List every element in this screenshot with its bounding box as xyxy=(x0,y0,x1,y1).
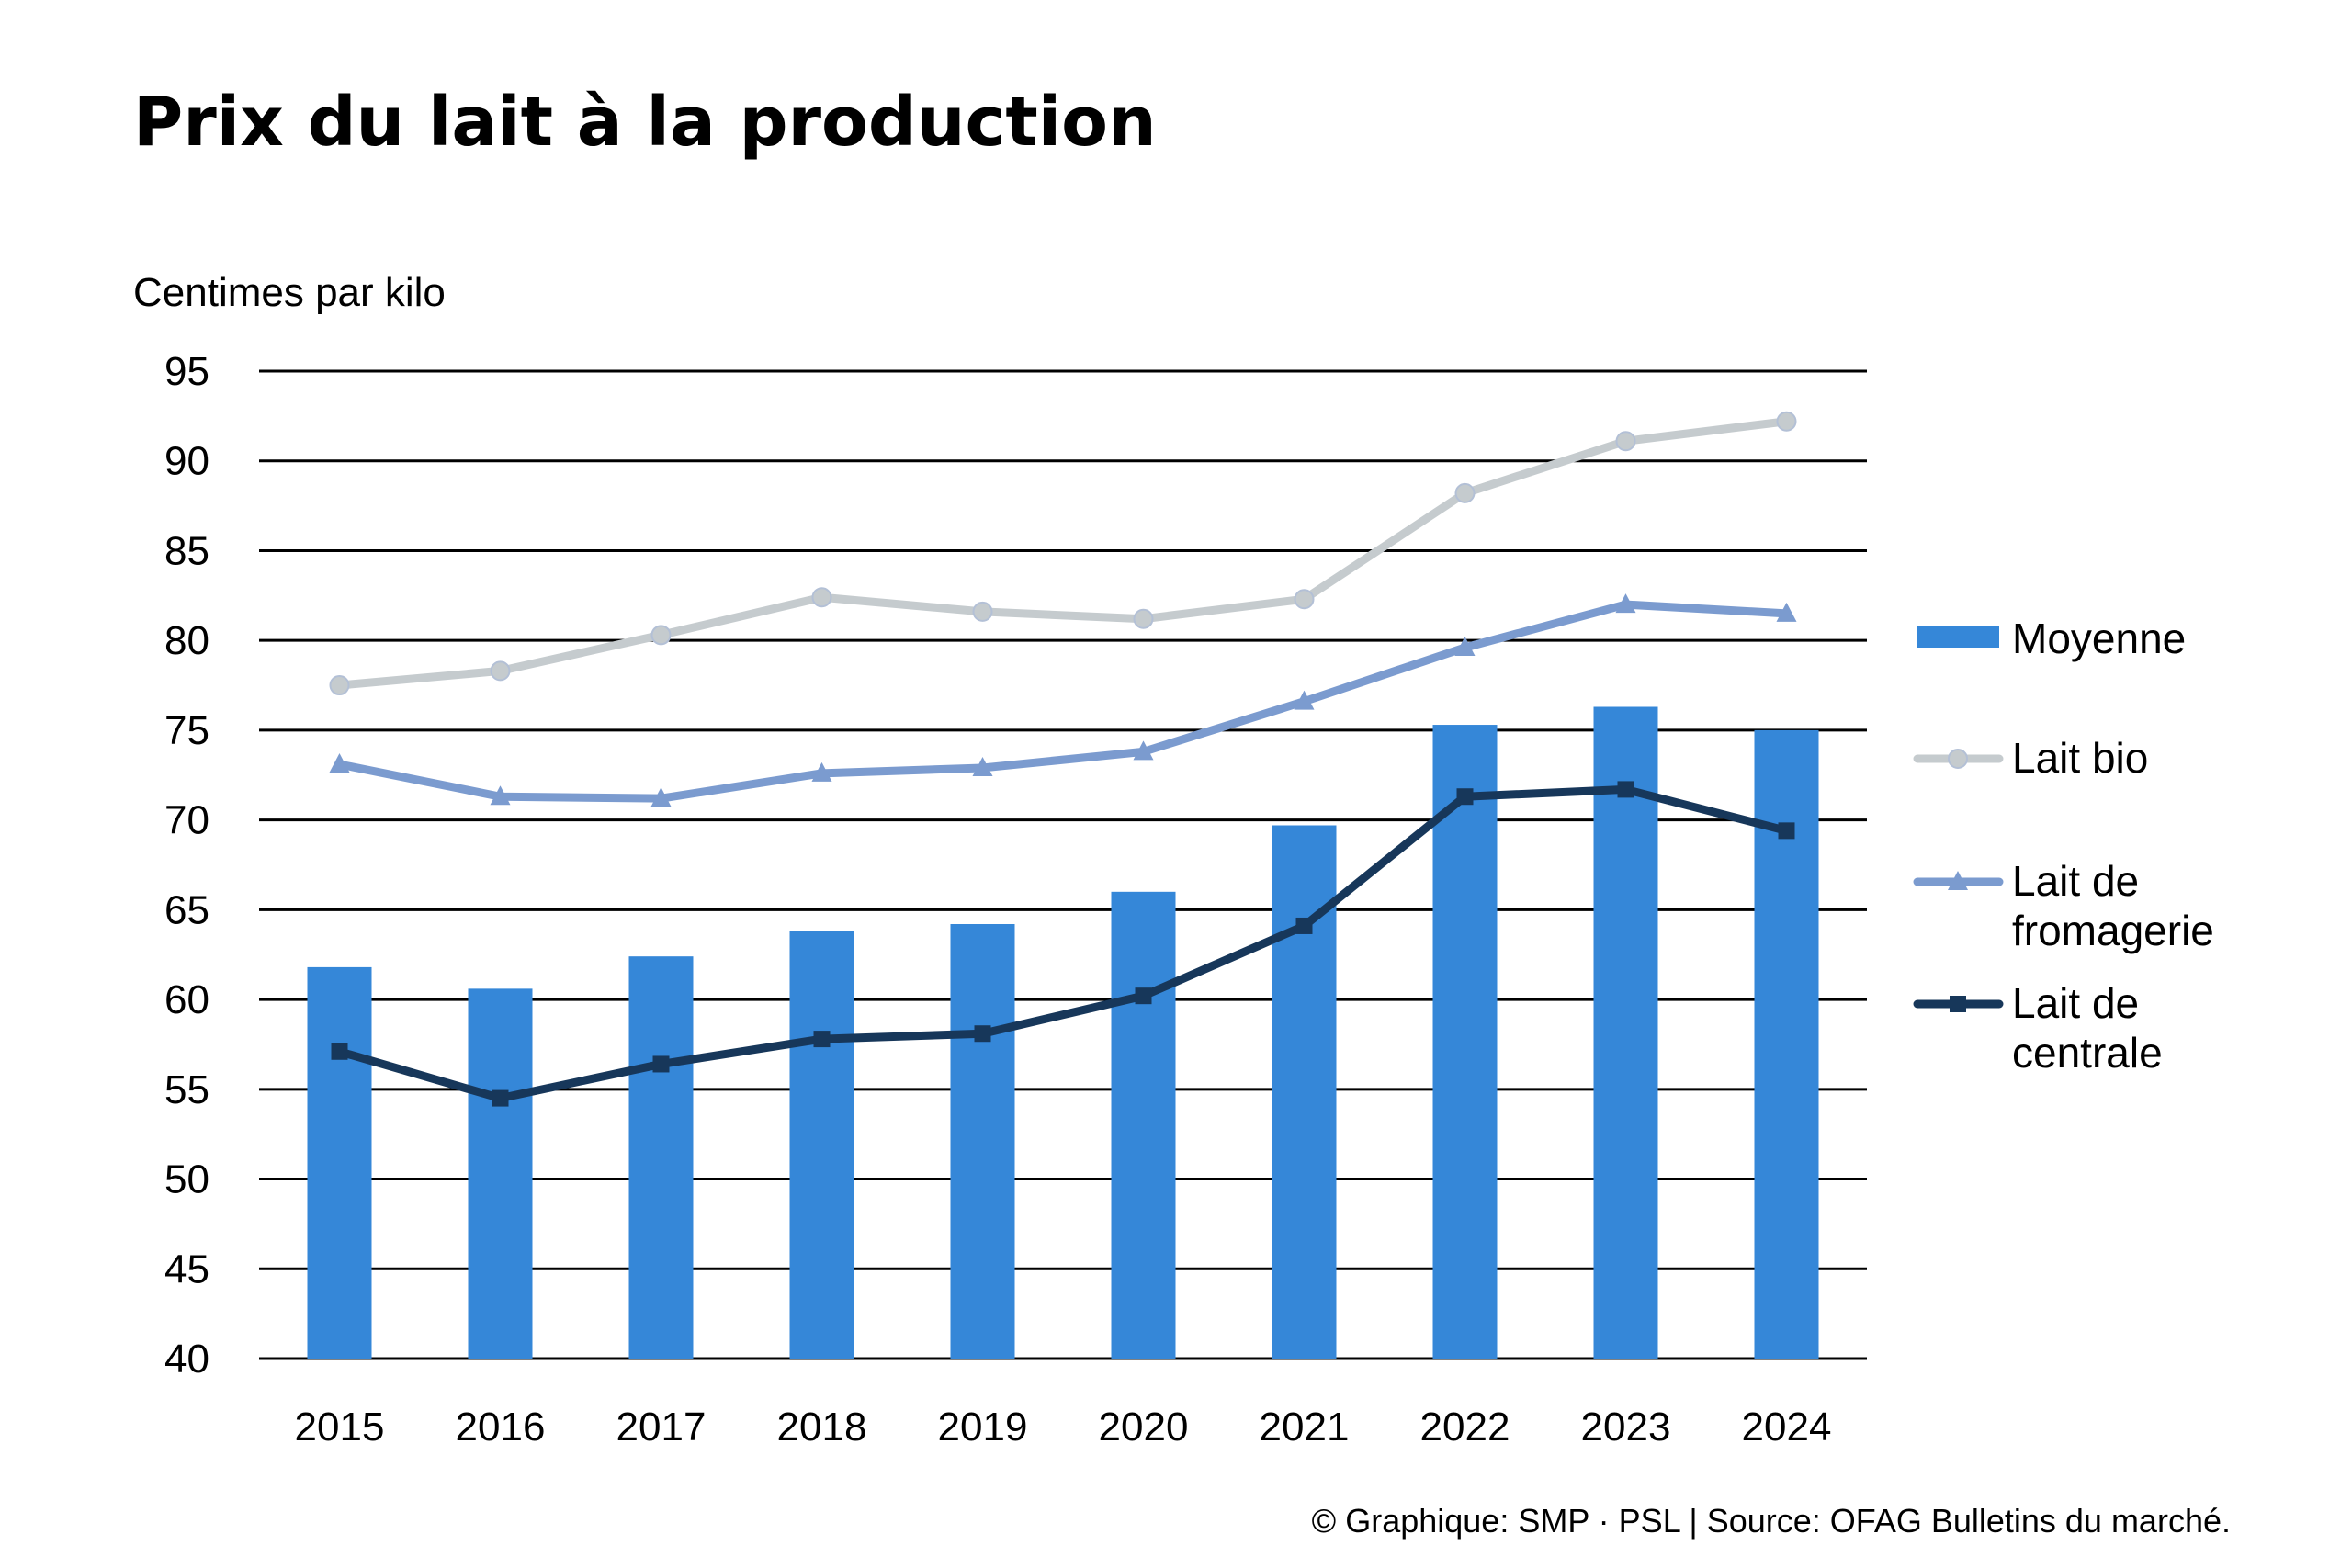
y-tick-label: 40 xyxy=(164,1337,209,1382)
data-point xyxy=(1294,589,1315,610)
y-tick-label: 50 xyxy=(164,1157,209,1202)
data-point xyxy=(329,753,350,773)
data-point xyxy=(650,625,672,646)
bar xyxy=(468,988,533,1359)
bar xyxy=(789,931,854,1359)
data-point xyxy=(1617,781,1634,798)
data-point xyxy=(1776,411,1797,432)
data-point xyxy=(972,601,993,622)
x-tick-label: 2016 xyxy=(456,1404,546,1450)
bars xyxy=(307,706,1819,1359)
legend-swatch xyxy=(1917,626,1999,648)
data-point xyxy=(1133,740,1154,761)
x-tick-label: 2019 xyxy=(938,1404,1028,1450)
data-point xyxy=(1295,917,1313,934)
x-tick-label: 2022 xyxy=(1420,1404,1510,1450)
bar xyxy=(1272,825,1337,1359)
data-point xyxy=(1294,690,1315,710)
x-tick-label: 2015 xyxy=(295,1404,385,1450)
data-point xyxy=(492,1089,509,1107)
x-tick-label: 2024 xyxy=(1742,1404,1832,1450)
x-tick-labels: 2015 2016 2017 2018 2019 2020 2021 2022 2023 2024 xyxy=(295,1404,1832,1450)
x-tick-label: 2023 xyxy=(1581,1404,1671,1450)
data-point xyxy=(1135,987,1152,1005)
y-tick-label: 95 xyxy=(164,349,209,394)
data-point xyxy=(329,675,350,696)
bar xyxy=(628,956,694,1359)
data-point xyxy=(331,1043,348,1060)
legend-item: Moyenne xyxy=(1917,615,2186,662)
y-tick-label: 60 xyxy=(164,977,209,1022)
data-point xyxy=(1778,822,1795,840)
legend-label: Lait bio xyxy=(2012,734,2148,782)
legend-label: Moyenne xyxy=(2012,615,2186,662)
lines xyxy=(329,411,1797,1107)
line-path xyxy=(335,600,1791,803)
data-point xyxy=(1615,431,1636,452)
data-point xyxy=(811,761,832,782)
y-tick-label: 75 xyxy=(164,708,209,753)
legend-label: centrale xyxy=(2012,1029,2163,1077)
data-point xyxy=(1950,996,1966,1012)
bar xyxy=(1432,725,1498,1359)
data-point xyxy=(650,787,672,807)
data-point xyxy=(972,756,993,776)
bar xyxy=(1111,891,1176,1359)
data-point xyxy=(1454,482,1476,503)
legend-label: Lait de xyxy=(2012,979,2139,1027)
x-tick-label: 2020 xyxy=(1099,1404,1189,1450)
line-path xyxy=(335,417,1791,690)
series-line xyxy=(329,593,1797,807)
y-tick-label: 90 xyxy=(164,439,209,484)
bar xyxy=(1593,706,1658,1359)
y-axis-label: Centimes par kilo xyxy=(133,270,446,315)
series-line xyxy=(331,781,1795,1107)
series-line xyxy=(329,411,1797,696)
data-point xyxy=(974,1025,991,1043)
data-point xyxy=(490,785,511,806)
bar xyxy=(950,924,1015,1359)
data-point xyxy=(1948,871,1968,890)
x-tick-label: 2017 xyxy=(616,1404,707,1450)
data-point xyxy=(1948,749,1968,769)
y-tick-label: 65 xyxy=(164,887,209,932)
footer-source: © Graphique: SMP · PSL | Source: OFAG Bu… xyxy=(1312,1502,2231,1540)
x-tick-label: 2018 xyxy=(777,1404,867,1450)
data-point xyxy=(1456,788,1474,806)
data-point xyxy=(652,1055,670,1073)
y-tick-label: 70 xyxy=(164,798,209,843)
y-tick-label: 80 xyxy=(164,618,209,663)
line-path xyxy=(335,784,1791,1103)
legend-item: Lait bio xyxy=(1913,734,2148,782)
chart-title: Prix du lait à la production xyxy=(133,83,1157,162)
data-point xyxy=(813,1031,831,1048)
data-point xyxy=(811,587,832,608)
x-tick-label: 2021 xyxy=(1260,1404,1350,1450)
legend-label: Lait de xyxy=(2012,857,2139,905)
legend-label: fromagerie xyxy=(2012,907,2214,954)
y-tick-label: 85 xyxy=(164,528,209,573)
data-point xyxy=(1615,593,1636,614)
data-point xyxy=(1776,602,1797,622)
data-point xyxy=(1454,637,1476,656)
y-tick-label: 45 xyxy=(164,1247,209,1292)
y-tick-labels: 40 45 50 55 60 65 70 75 80 85 90 95 xyxy=(164,349,209,1382)
y-tick-label: 55 xyxy=(164,1067,209,1112)
data-point xyxy=(490,660,511,682)
bar xyxy=(307,966,372,1359)
data-point xyxy=(1133,608,1154,629)
